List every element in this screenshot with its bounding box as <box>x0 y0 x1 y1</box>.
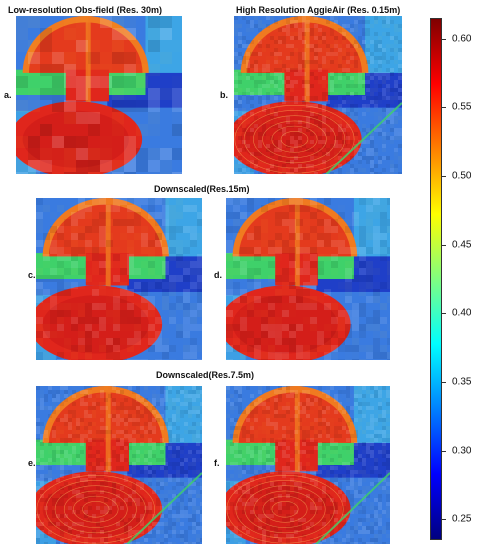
panel-label-c: c. <box>28 270 36 280</box>
colorbar-tick-mark <box>442 382 446 384</box>
panel-d-downscaled-15m-map <box>226 198 390 360</box>
cyan-patch <box>365 16 402 73</box>
lower-field-core <box>240 110 349 168</box>
colorbar-tick-label: 0.30 <box>452 445 472 457</box>
colorbar-tick-label: 0.50 <box>452 170 472 182</box>
colorbar <box>430 18 442 540</box>
panel-label-d: d. <box>214 270 222 280</box>
center-line <box>85 16 91 103</box>
center-line <box>294 386 300 473</box>
colorbar-tick-label: 0.45 <box>452 239 472 251</box>
center-line <box>105 386 111 473</box>
lower-field-core <box>42 480 149 538</box>
title-downscaled-15m: Downscaled(Res.15m) <box>154 184 250 194</box>
colorbar-tick-mark <box>442 450 446 452</box>
title-downscaled-7-5m: Downscaled(Res.7.5m) <box>156 370 255 380</box>
lower-field-core <box>22 110 129 168</box>
colorbar-tick-label: 0.35 <box>452 376 472 388</box>
colorbar-tick-label: 0.25 <box>452 513 472 525</box>
cyan-patch <box>353 386 390 443</box>
colorbar-tick-mark <box>442 38 446 40</box>
colorbar-tick-mark <box>442 244 446 246</box>
colorbar-tick-label: 0.55 <box>452 101 472 113</box>
colorbar-tick-label: 0.40 <box>452 307 472 319</box>
colorbar-tick-mark <box>442 107 446 109</box>
diagonal-road <box>126 472 202 544</box>
cyan-patch <box>165 386 202 443</box>
title-low-resolution: Low-resolution Obs-field (Res. 30m) <box>8 5 163 15</box>
panel-a-low-resolution-map <box>16 16 182 174</box>
cyan-patch <box>353 198 390 257</box>
colorbar-tick-mark <box>442 519 446 521</box>
panel-e-downscaled-7-5m-map <box>36 386 202 544</box>
colorbar-tick-label: 0.60 <box>452 33 472 45</box>
cyan-patch <box>165 198 202 257</box>
title-high-resolution: High Resolution AggieAir (Res. 0.15m) <box>236 5 401 15</box>
lower-field-core <box>232 295 338 354</box>
panel-c-downscaled-15m-map <box>36 198 202 360</box>
panel-f-downscaled-7-5m-map <box>226 386 390 544</box>
panel-label-e: e. <box>28 458 36 468</box>
panel-label-a: a. <box>4 90 12 100</box>
panel-label-f: f. <box>214 458 220 468</box>
cyan-patch <box>145 16 182 73</box>
center-line <box>294 198 300 288</box>
lower-field-core <box>232 480 338 538</box>
colorbar-tick-mark <box>442 175 446 177</box>
diagonal-road <box>315 472 390 544</box>
colorbar-tick-mark <box>442 313 446 315</box>
diagonal-road <box>325 102 402 174</box>
center-line <box>105 198 111 288</box>
panel-label-b: b. <box>220 90 228 100</box>
lower-field-core <box>42 295 149 354</box>
panel-b-high-resolution-map <box>234 16 402 174</box>
center-line <box>304 16 310 103</box>
